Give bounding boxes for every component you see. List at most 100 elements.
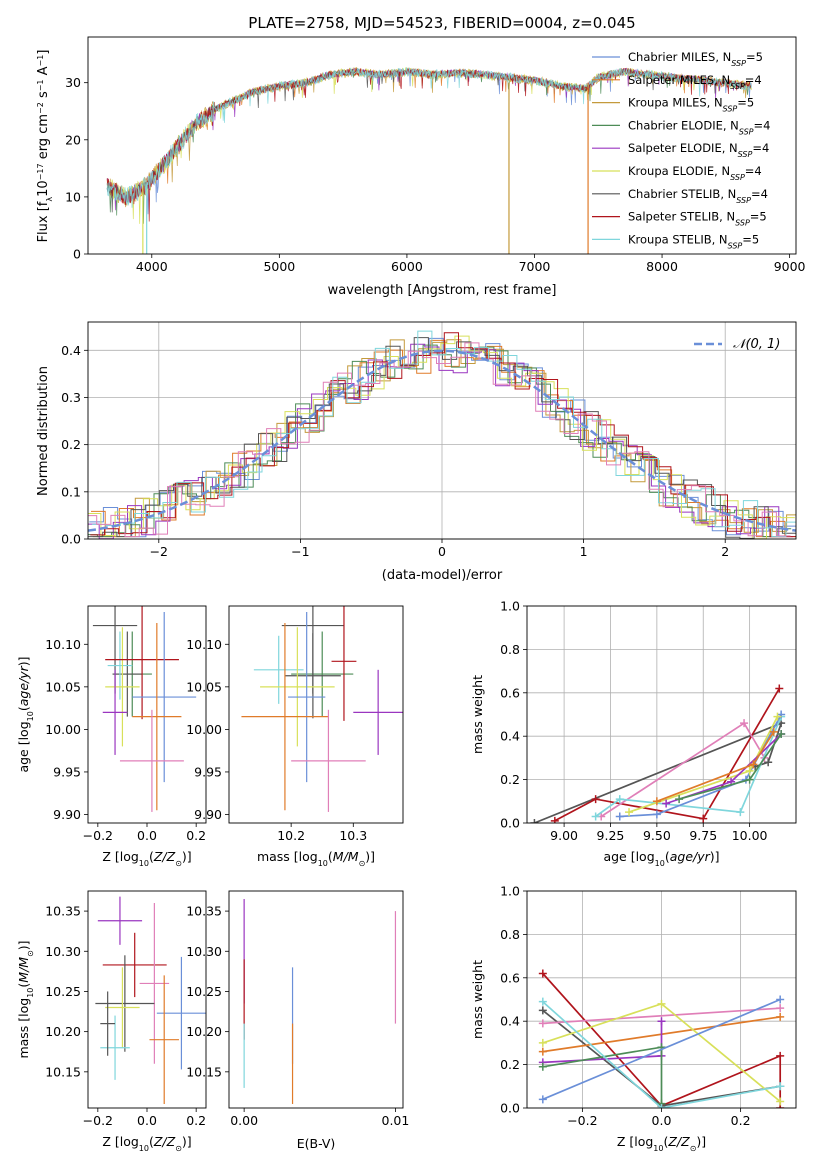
age_vs_mass-ytick-label: 10.00 xyxy=(186,722,222,737)
spectrum-legend-entry: Salpeter STELIB, NSSP=5 xyxy=(628,210,767,228)
age_vs_Z-ytick-label: 9.95 xyxy=(53,764,81,779)
mass_vs_Z-ytick-label: 10.20 xyxy=(45,1024,81,1039)
weight_vs_Z-ytick-label: 1.0 xyxy=(500,884,520,899)
age_vs_Z-ytick-label: 9.90 xyxy=(53,807,81,822)
weight_vs_age-marker xyxy=(745,766,754,775)
weight_vs_Z-marker xyxy=(776,995,785,1004)
age_vs_mass-xlabel: mass [log10(M/M⊙)] xyxy=(257,849,375,868)
age_vs_Z-ytick-label: 10.05 xyxy=(45,679,81,694)
age_vs_Z-ylabel: age [log10(age/yr)] xyxy=(16,656,35,772)
age_vs_mass-ytick-label: 9.90 xyxy=(194,807,222,822)
weight_vs_Z-marker xyxy=(776,1051,785,1060)
mass_vs_ebv-ytick-label: 10.20 xyxy=(186,1024,222,1039)
spectrum-legend-entry: Kroupa STELIB, NSSP=5 xyxy=(628,232,759,250)
weight_vs_Z-ytick-label: 0.4 xyxy=(500,1014,520,1029)
weight_vs_Z-ytick-label: 0.2 xyxy=(500,1057,520,1072)
residuals-xtick-label: −2 xyxy=(150,544,168,559)
weight_vs_age-marker xyxy=(615,812,624,821)
weight_vs_age-marker xyxy=(591,812,600,821)
age_vs_Z-xlabel: Z [log10(Z/Z⊙)] xyxy=(102,849,191,868)
residuals-legend-entry: 𝒩(0, 1) xyxy=(733,337,780,352)
weight_vs_age-marker xyxy=(736,808,745,817)
weight_vs_age-marker xyxy=(777,730,786,739)
age_vs_mass-plot-area xyxy=(241,606,403,812)
weight_vs_Z-marker xyxy=(538,969,547,978)
weight_vs_age-marker xyxy=(775,684,784,693)
spectrum-ytick-label: 10 xyxy=(65,189,81,204)
residuals-plot-area xyxy=(88,330,796,539)
residuals-xlabel: (data-model)/error xyxy=(382,568,503,583)
weight_vs_age-marker xyxy=(773,712,782,721)
spectrum-ylabel: Flux [fλ10−17 erg cm−2 s−1 A−1] xyxy=(36,50,54,243)
age_vs_Z-xtick-label: −0.2 xyxy=(83,828,113,843)
weight_vs_Z-marker xyxy=(657,999,666,1008)
mass_vs_Z-xtick-label: 0.2 xyxy=(186,1113,206,1128)
spectrum-title: PLATE=2758, MJD=54523, FIBERID=0004, z=0… xyxy=(248,14,635,32)
age_vs_mass-xtick-label: 10.2 xyxy=(277,828,305,843)
age_vs_Z-axes: −0.2 0.0 0.2 9.90 9.95 10.00 10.05 10.10 xyxy=(45,605,207,843)
spectrum-frame xyxy=(87,36,797,255)
weight_vs_age-marker xyxy=(591,795,600,804)
weight_vs_Z-xlabel: Z [log10(Z/Z⊙)] xyxy=(617,1134,706,1153)
residuals-histogram xyxy=(92,339,796,538)
weight_vs_Z-marker xyxy=(538,1019,547,1028)
mass_vs_Z-ytick-label: 10.30 xyxy=(45,944,81,959)
mass_vs_ebv-plot-area xyxy=(243,899,397,1104)
spectrum-legend-entry: Chabrier MILES, NSSP=5 xyxy=(628,50,763,68)
weight_vs_age-marker xyxy=(550,816,559,823)
spectrum-xtick-label: 8000 xyxy=(646,259,678,274)
weight_vs_Z-marker xyxy=(538,1047,547,1056)
weight_vs_age-marker xyxy=(749,760,758,769)
spectrum-xtick-label: 4000 xyxy=(136,259,168,274)
mass_vs_ebv-frame xyxy=(228,890,404,1109)
weight_vs_Z-ytick-label: 0.6 xyxy=(500,970,520,985)
residuals-histogram xyxy=(92,330,796,538)
spectrum-xtick-label: 7000 xyxy=(519,259,551,274)
age_vs_mass-frame xyxy=(228,605,404,824)
mass_vs_Z-xtick-label: 0.0 xyxy=(137,1113,157,1128)
weight_vs_age-xtick-label: 9.75 xyxy=(689,828,717,843)
weight_vs_Z-xtick-label: −0.2 xyxy=(567,1113,597,1128)
spectrum-xlabel: wavelength [Angstrom, rest frame] xyxy=(328,283,557,298)
weight_vs_age-ylabel: mass weight xyxy=(470,675,485,754)
weight_vs_Z-marker xyxy=(538,1006,547,1015)
spectrum-legend-entry: Chabrier ELODIE, NSSP=4 xyxy=(628,118,770,136)
mass_vs_ebv-ytick-label: 10.25 xyxy=(186,984,222,999)
mass_vs_ebv-ytick-label: 10.35 xyxy=(186,904,222,919)
weight_vs_age-ytick-label: 0.0 xyxy=(500,816,520,831)
weight_vs_Z-plot-area xyxy=(538,969,785,1108)
weight_vs_Z-marker xyxy=(776,1004,785,1013)
mass_vs_Z-ylabel: mass [log10(M/M⊙)] xyxy=(16,940,35,1058)
residuals-histogram xyxy=(90,332,796,538)
weight_vs_Z-marker xyxy=(776,1012,785,1021)
residuals-ytick-label: 0.0 xyxy=(61,532,81,547)
weight_vs_Z-axes: −0.2 0.0 0.2 0.0 0.2 0.4 0.6 0.8 1.0 xyxy=(500,884,797,1128)
age_vs_mass-xtick-label: 10.3 xyxy=(339,828,367,843)
weight_vs_Z-marker xyxy=(776,1097,785,1106)
mass_vs_ebv-xtick-label: 0.01 xyxy=(382,1113,410,1128)
weight_vs_Z-series-line xyxy=(542,998,781,1101)
weight_vs_age-ytick-label: 1.0 xyxy=(500,599,520,614)
age_vs_Z-ytick-label: 10.00 xyxy=(45,722,81,737)
spectrum-xtick-label: 5000 xyxy=(263,259,295,274)
weight_vs_age-marker xyxy=(530,819,539,823)
spectrum-legend-entry: Salpeter MILES, NSSP=4 xyxy=(628,73,762,91)
mass_vs_Z-ytick-label: 10.25 xyxy=(45,984,81,999)
weight_vs_Z-marker xyxy=(538,1038,547,1047)
weight_vs_Z-xtick-label: 0.0 xyxy=(652,1113,672,1128)
residuals-xtick-label: 0 xyxy=(438,544,446,559)
age_vs_mass-ytick-label: 9.95 xyxy=(194,764,222,779)
weight_vs_age-marker xyxy=(764,758,773,767)
weight_vs_Z-ytick-label: 0.0 xyxy=(500,1101,520,1116)
weight_vs_Z-marker xyxy=(657,1017,666,1026)
age_vs_mass-ytick-label: 10.05 xyxy=(186,679,222,694)
residuals-ytick-label: 0.4 xyxy=(61,343,81,358)
weight_vs_Z-marker xyxy=(538,1062,547,1071)
spectrum-axes: 4000 5000 6000 7000 8000 9000 0 10 20 30 xyxy=(65,36,806,274)
weight_vs_age-marker xyxy=(625,808,634,817)
weight_vs_Z-ylabel: mass weight xyxy=(470,960,485,1039)
weight_vs_age-marker xyxy=(769,727,778,736)
residuals-ylabel: Normed distribution xyxy=(36,366,51,496)
weight_vs_age-ytick-label: 0.2 xyxy=(500,772,520,787)
residuals-histogram xyxy=(88,335,795,539)
